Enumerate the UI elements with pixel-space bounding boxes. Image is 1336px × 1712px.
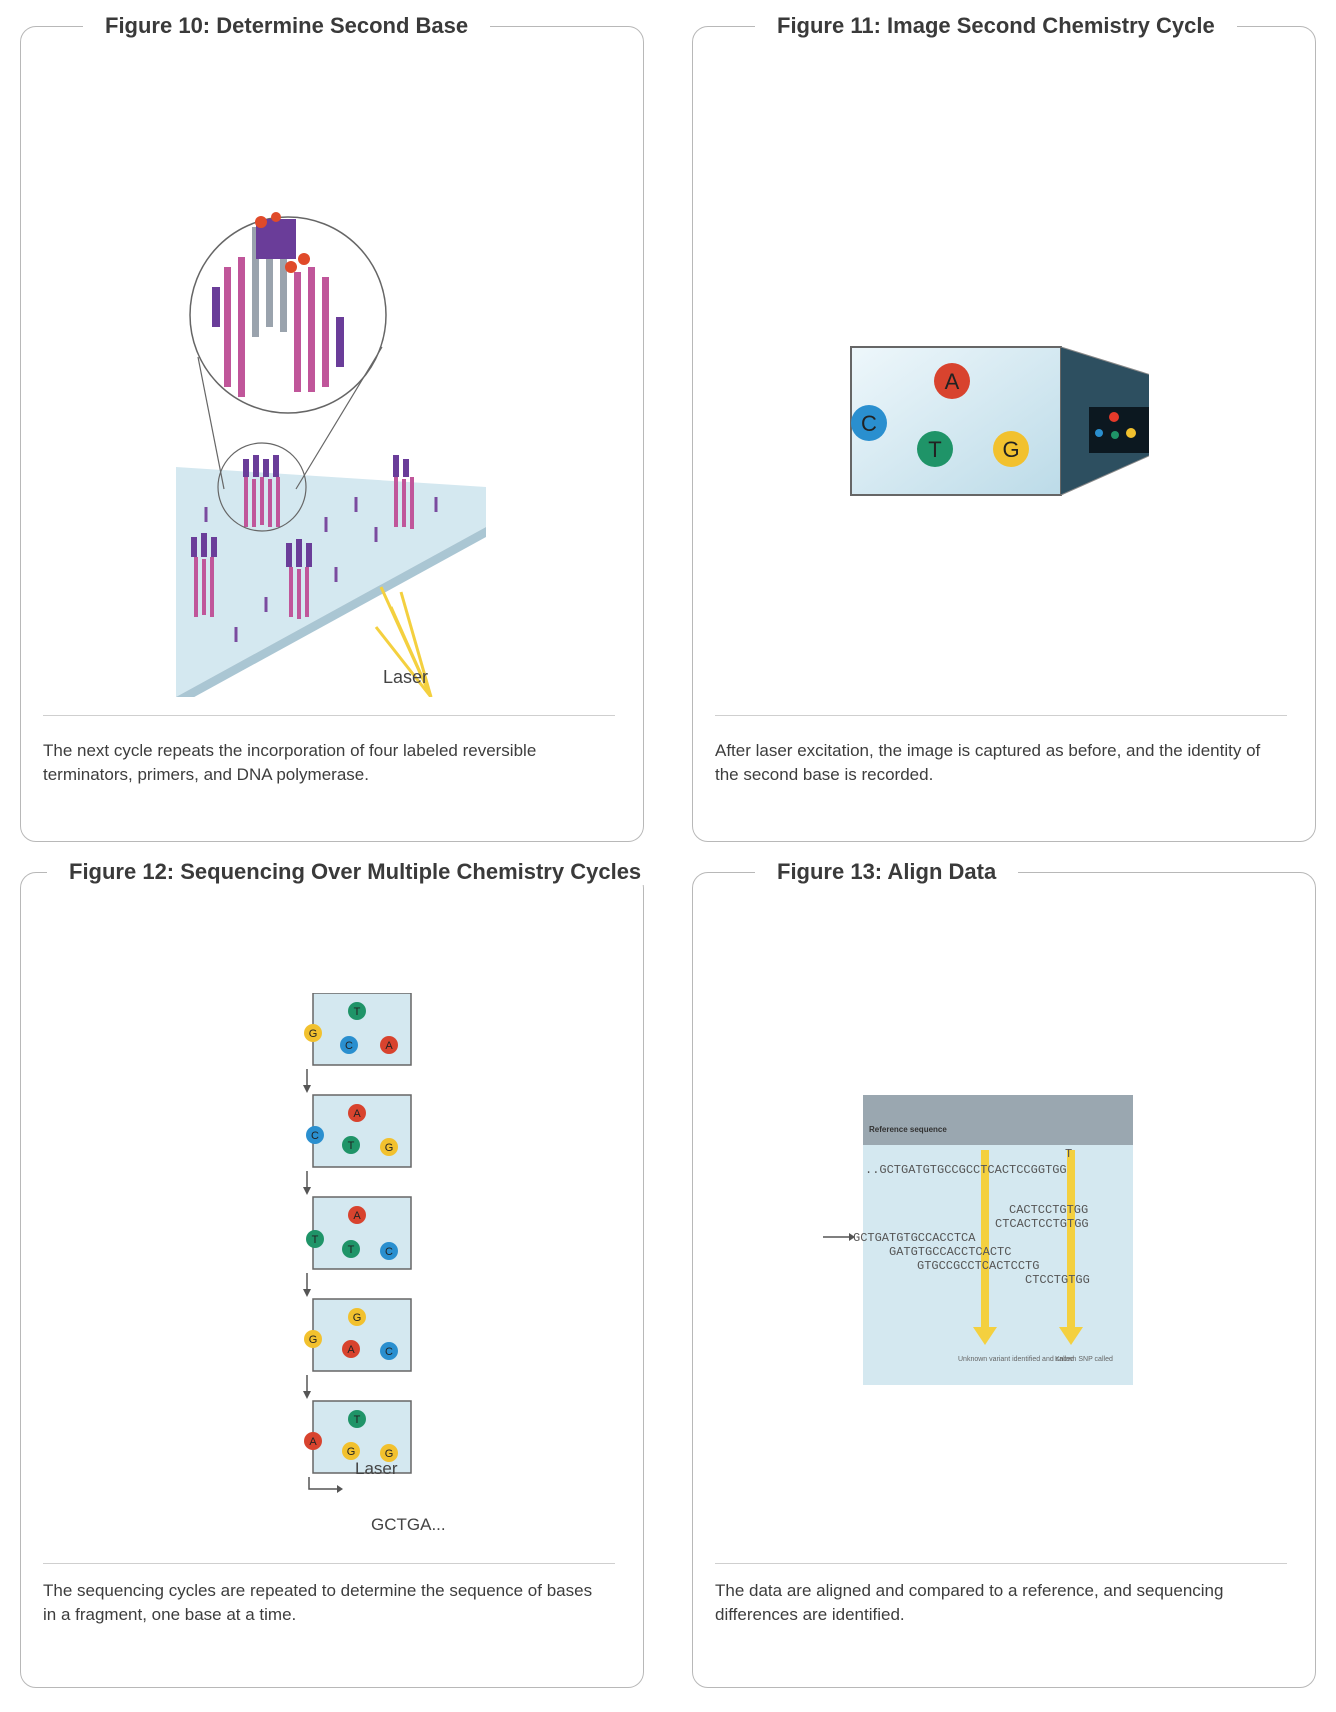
figure-13-caption: The data are aligned and compared to a r… bbox=[715, 1581, 1224, 1624]
figure-11-divider bbox=[715, 715, 1287, 716]
readout-arrow bbox=[308, 1477, 337, 1490]
base-G-label: G bbox=[1002, 437, 1019, 462]
base-A-label: A bbox=[945, 369, 960, 394]
reference-header-bar bbox=[863, 1095, 1133, 1145]
figure-11-title: Figure 11: Image Second Chemistry Cycle bbox=[755, 13, 1237, 39]
figure-13-title: Figure 13: Align Data bbox=[755, 859, 1019, 885]
base-marker-label: C bbox=[385, 1346, 393, 1358]
base-T-label: T bbox=[928, 437, 941, 462]
base-marker-label: T bbox=[354, 1414, 361, 1426]
figure-10-illustration bbox=[176, 212, 486, 697]
laser-label: Laser bbox=[383, 667, 429, 687]
readout-arrow-head bbox=[337, 1485, 343, 1493]
figure-13-illustration: Reference sequence T ..GCTGATGTGCCGCCTCA… bbox=[823, 1095, 1133, 1385]
snp-base: T bbox=[1065, 1147, 1072, 1161]
read-1: CACTCCTGTGG bbox=[1009, 1203, 1088, 1217]
cycle-arrow-head bbox=[303, 1187, 311, 1195]
base-marker bbox=[304, 1432, 322, 1450]
base-marker bbox=[342, 1340, 360, 1358]
base-marker bbox=[348, 1410, 366, 1428]
figure-13-panel: Figure 13: Align Data Reference sequence… bbox=[692, 859, 1316, 1688]
note-known-snp: Known SNP called bbox=[1055, 1356, 1113, 1363]
read-2: CTCACTCCTGTGG bbox=[995, 1217, 1089, 1231]
read-4: GATGTGCCACCTCACTC bbox=[889, 1245, 1011, 1259]
read-5: GTGCCGCCTCACTCCTG bbox=[917, 1259, 1039, 1273]
base-C-label: C bbox=[861, 411, 877, 436]
base-marker bbox=[306, 1230, 324, 1248]
note-unknown-variant: Unknown variant identified and called bbox=[958, 1356, 1074, 1363]
figure-10-title: Figure 10: Determine Second Base bbox=[83, 13, 491, 39]
figure-12-panel: Figure 12: Sequencing Over Multiple Chem… bbox=[20, 859, 664, 1688]
read-3: GCTGATGTGCCACCTCA bbox=[853, 1231, 976, 1245]
figure-11-illustration: A C T G bbox=[850, 346, 1149, 496]
base-marker-label: G bbox=[309, 1334, 318, 1346]
base-marker bbox=[348, 1002, 366, 1020]
base-marker-label: C bbox=[311, 1130, 319, 1142]
base-marker bbox=[348, 1206, 366, 1224]
base-marker-label: G bbox=[309, 1028, 318, 1040]
base-marker-label: A bbox=[309, 1436, 317, 1448]
figure-10-divider bbox=[43, 715, 615, 716]
base-marker bbox=[380, 1444, 398, 1462]
cycle-arrow-head bbox=[303, 1391, 311, 1399]
base-marker bbox=[342, 1136, 360, 1154]
base-marker-label: A bbox=[385, 1040, 393, 1052]
figure-12-title: Figure 12: Sequencing Over Multiple Chem… bbox=[47, 859, 664, 885]
base-marker bbox=[304, 1024, 322, 1042]
base-marker-label: A bbox=[347, 1344, 355, 1356]
base-marker bbox=[380, 1036, 398, 1054]
figure-13-divider bbox=[715, 1563, 1287, 1564]
base-marker-label: G bbox=[353, 1312, 362, 1324]
base-marker-label: T bbox=[312, 1234, 319, 1246]
base-marker bbox=[304, 1330, 322, 1348]
base-marker bbox=[348, 1308, 366, 1326]
base-A-marker: A bbox=[934, 363, 970, 399]
base-marker-label: A bbox=[353, 1210, 361, 1222]
figure-10-caption: The next cycle repeats the incorporation… bbox=[43, 741, 537, 784]
figure-12-illustration: T G C A A C T G A T T C G G A C T A G G bbox=[303, 993, 412, 1493]
base-marker bbox=[380, 1342, 398, 1360]
sequence-readout: GCTGA... bbox=[371, 1515, 446, 1534]
base-marker-label: T bbox=[348, 1140, 355, 1152]
base-marker bbox=[342, 1442, 360, 1460]
base-marker bbox=[306, 1126, 324, 1144]
figure-11-caption: After laser excitation, the image is cap… bbox=[715, 741, 1261, 784]
base-marker bbox=[380, 1138, 398, 1156]
magnified-strands bbox=[212, 212, 344, 397]
base-marker-label: A bbox=[353, 1108, 361, 1120]
cycle-arrow-head bbox=[303, 1085, 311, 1093]
base-C-marker: C bbox=[851, 405, 887, 441]
base-G-marker: G bbox=[993, 431, 1029, 467]
dna-clusters bbox=[191, 455, 438, 642]
reference-header: Reference sequence bbox=[869, 1125, 947, 1134]
laser-label: Laser bbox=[355, 1459, 398, 1478]
base-marker bbox=[380, 1242, 398, 1260]
base-marker-label: G bbox=[347, 1446, 356, 1458]
flow-cell-surface bbox=[176, 467, 486, 697]
reference-sequence: ..GCTGATGTGCCGCCTCACTCCGGTGG bbox=[865, 1163, 1067, 1177]
base-T-marker: T bbox=[917, 431, 953, 467]
figure-12-caption: The sequencing cycles are repeated to de… bbox=[43, 1581, 593, 1624]
base-marker bbox=[342, 1240, 360, 1258]
laser-beam bbox=[374, 586, 433, 697]
base-marker-label: T bbox=[348, 1244, 355, 1256]
figure-11-panel: Figure 11: Image Second Chemistry Cycle … bbox=[692, 13, 1316, 842]
base-marker-label: G bbox=[385, 1142, 394, 1154]
base-marker bbox=[340, 1036, 358, 1054]
base-marker-label: C bbox=[385, 1246, 393, 1258]
read-6: CTCCTGTGG bbox=[1025, 1273, 1090, 1287]
figure-10-panel: Figure 10: Determine Second Base bbox=[20, 13, 644, 842]
base-marker-label: T bbox=[354, 1006, 361, 1018]
base-marker-label: C bbox=[345, 1040, 353, 1052]
base-marker-label: G bbox=[385, 1448, 394, 1460]
base-marker bbox=[348, 1104, 366, 1122]
figure-12-divider bbox=[43, 1563, 615, 1564]
cycle-arrow-head bbox=[303, 1289, 311, 1297]
